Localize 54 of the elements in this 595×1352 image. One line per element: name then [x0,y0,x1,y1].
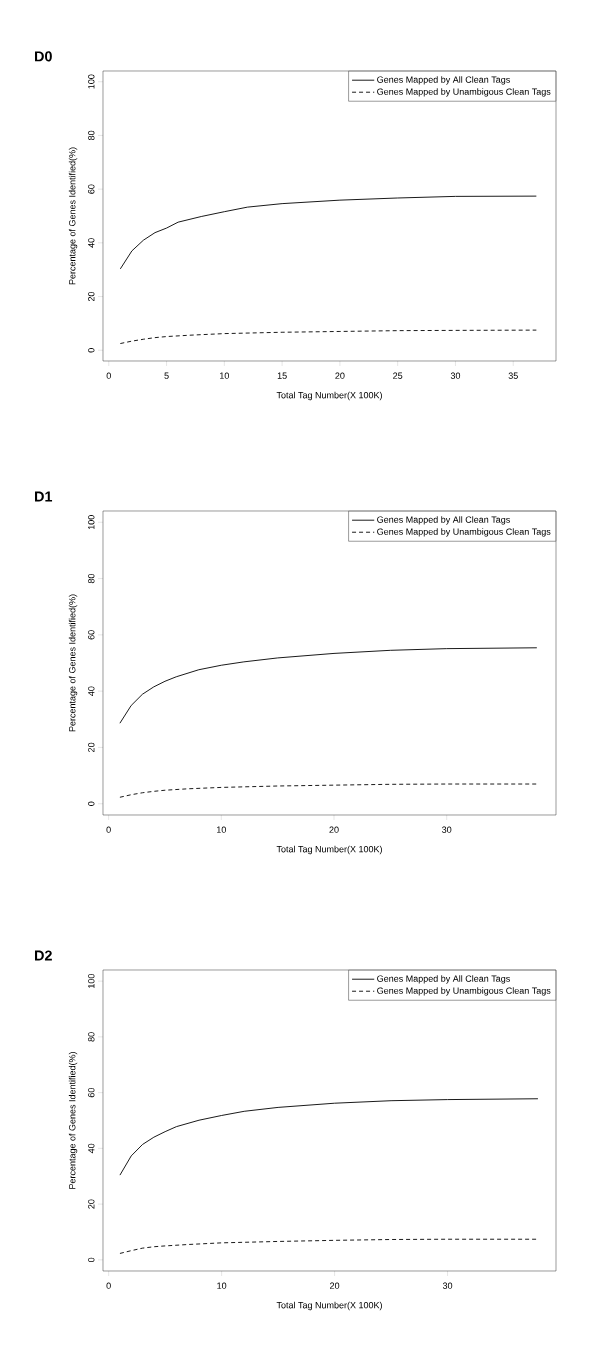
chart-title: D1 [35,491,53,502]
x-tick-label: 30 [450,372,461,379]
x-tick-label: 10 [217,1282,227,1289]
x-tick-label: 0 [106,372,111,379]
y-tick-label: 20 [88,1199,95,1209]
x-tick-label: 25 [393,372,403,379]
line-series [119,329,537,344]
y-tick-label: 80 [88,130,95,141]
x-tick-label: 10 [220,372,229,379]
y-axis-title: Percentage of Genes Identified(%) [68,147,78,285]
x-tick-label: 20 [329,826,339,833]
y-axis-title: Percentage of Genes Identified(%) [68,1052,78,1189]
x-tick-label: 30 [442,826,452,833]
y-tick-label: 60 [88,630,95,640]
y-tick-label: 20 [88,742,95,752]
chart-title: D0 [35,51,52,62]
line-series [119,195,537,270]
y-tick-label: 60 [88,1087,95,1098]
x-tick-label: 5 [164,372,169,379]
x-tick-label: 20 [335,372,345,379]
y-tick-label: 20 [88,291,95,302]
y-tick-label: 40 [88,686,95,696]
y-tick-label: 80 [88,1032,95,1042]
x-tick-label: 10 [217,826,226,833]
legend-label: Genes Mapped by Unambigous Clean Tags [377,987,551,996]
x-axis-title: Total Tag Number(X 100K) [276,391,382,401]
x-tick-label: 15 [277,372,287,379]
y-tick-label: 0 [88,1257,95,1263]
y-axis-title: Percentage of Genes Identified(%) [68,594,78,732]
x-axis-title: Total Tag Number(X 100K) [276,845,382,855]
y-tick-label: 40 [88,1143,95,1154]
x-tick-label: 0 [106,826,111,833]
y-tick-label: 100 [88,973,95,988]
y-tick-label: 100 [88,515,95,530]
line-series [119,1098,539,1176]
legend-label: Genes Mapped by All Clean Tags [377,975,510,984]
x-tick-label: 20 [330,1282,340,1289]
y-tick-label: 0 [88,348,95,353]
line-series [119,647,538,724]
line-series [119,783,538,798]
legend-label: Genes Mapped by Unambigous Clean Tags [377,88,551,97]
y-tick-label: 60 [88,184,95,194]
y-tick-label: 0 [88,801,95,806]
legend-label: Genes Mapped by All Clean Tags [377,516,510,525]
y-tick-label: 80 [88,573,95,584]
legend-label: Genes Mapped by Unambigous Clean Tags [377,528,551,537]
legend-label: Genes Mapped by All Clean Tags [377,76,510,85]
x-tick-label: 35 [508,372,518,379]
y-tick-label: 100 [88,74,95,89]
x-tick-label: 30 [442,1282,453,1289]
y-tick-label: 40 [88,238,95,248]
x-tick-label: 0 [106,1282,111,1289]
x-axis-title: Total Tag Number(X 100K) [276,1301,382,1311]
chart-title: D2 [35,950,52,961]
